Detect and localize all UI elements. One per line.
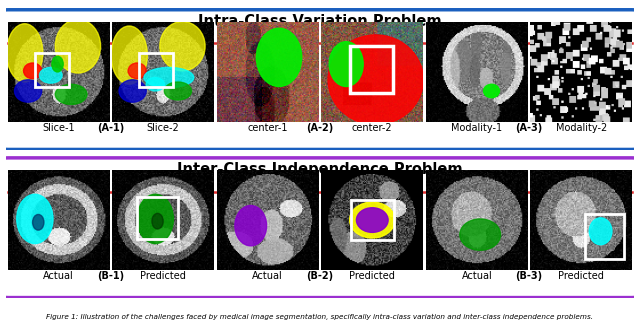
Text: (A-1): (A-1) [97, 123, 125, 133]
Ellipse shape [164, 82, 191, 100]
Text: Modality-1: Modality-1 [451, 123, 502, 133]
Bar [351, 200, 394, 240]
Ellipse shape [17, 194, 53, 243]
Text: Predicted: Predicted [349, 271, 396, 281]
Ellipse shape [55, 84, 87, 104]
Ellipse shape [52, 56, 63, 72]
Ellipse shape [589, 218, 612, 245]
Text: Intra-Class Variation Problem: Intra-Class Variation Problem [198, 14, 442, 29]
Text: center-2: center-2 [352, 123, 392, 133]
Ellipse shape [235, 205, 267, 246]
Bar [137, 196, 178, 239]
Ellipse shape [128, 63, 146, 79]
Text: Actual: Actual [461, 271, 492, 281]
Text: Slice-2: Slice-2 [147, 123, 180, 133]
Ellipse shape [329, 42, 364, 87]
Ellipse shape [40, 67, 62, 83]
Bar [140, 53, 173, 87]
Ellipse shape [144, 67, 194, 88]
Ellipse shape [460, 219, 500, 250]
Ellipse shape [6, 24, 43, 82]
Ellipse shape [15, 80, 42, 102]
Text: Modality-2: Modality-2 [556, 123, 607, 133]
Ellipse shape [349, 202, 395, 238]
Ellipse shape [137, 194, 173, 243]
Ellipse shape [33, 214, 44, 230]
Text: center-1: center-1 [248, 123, 288, 133]
Bar [35, 53, 69, 87]
Text: (A-2): (A-2) [307, 123, 333, 133]
Text: Actual: Actual [44, 271, 74, 281]
FancyBboxPatch shape [3, 10, 637, 149]
Ellipse shape [328, 35, 423, 125]
Ellipse shape [146, 78, 164, 91]
Text: Actual: Actual [252, 271, 283, 281]
Text: (A-3): (A-3) [515, 123, 543, 133]
FancyBboxPatch shape [3, 158, 637, 298]
Bar [585, 214, 625, 259]
Text: (B-1): (B-1) [97, 271, 125, 281]
Ellipse shape [160, 22, 205, 71]
Text: Predicted: Predicted [558, 271, 604, 281]
Ellipse shape [356, 208, 388, 232]
Text: (B-2): (B-2) [307, 271, 333, 281]
Ellipse shape [484, 84, 499, 98]
Text: Slice-1: Slice-1 [42, 123, 75, 133]
Bar [349, 46, 393, 93]
Ellipse shape [55, 19, 100, 73]
Text: Inter-Class Independence Problem: Inter-Class Independence Problem [177, 162, 463, 177]
Text: Predicted: Predicted [140, 271, 186, 281]
Ellipse shape [24, 63, 42, 79]
Ellipse shape [257, 28, 301, 87]
Text: Figure 1: Illustration of the challenges faced by medical image segmentation, sp: Figure 1: Illustration of the challenges… [47, 314, 593, 320]
Text: (B-3): (B-3) [515, 271, 543, 281]
Ellipse shape [111, 26, 147, 84]
Ellipse shape [119, 80, 146, 102]
Ellipse shape [152, 213, 163, 229]
